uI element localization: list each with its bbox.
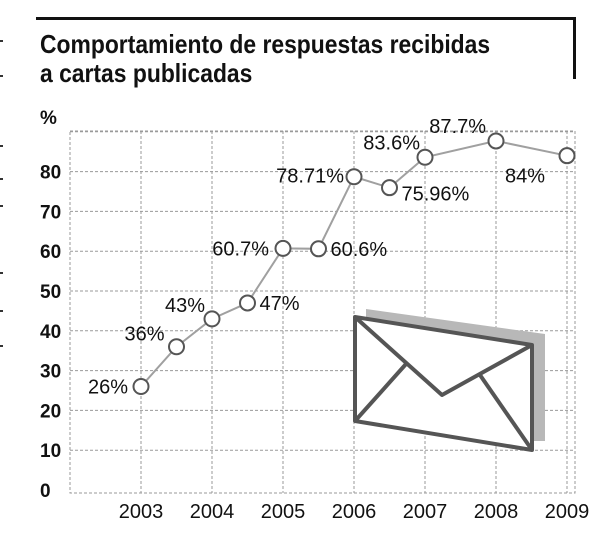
plot-border: [69, 130, 576, 494]
edge-mark: [0, 40, 3, 42]
data-label: 43%: [165, 295, 205, 317]
edge-mark: [0, 272, 3, 274]
data-point-marker: [132, 378, 150, 396]
data-point-marker: [381, 179, 398, 197]
y-tick-label: 60: [40, 242, 61, 263]
edge-mark: [0, 345, 3, 347]
y-tick-label: 20: [40, 401, 61, 422]
x-tick-label: 2004: [190, 501, 235, 523]
y-tick-label: 80: [40, 163, 61, 184]
x-tick-label: 2006: [332, 501, 377, 523]
data-point-marker: [239, 294, 256, 312]
series-line: [132, 132, 576, 396]
x-tick-label: 2005: [261, 501, 306, 523]
data-point-marker: [345, 168, 363, 186]
edge-mark: [0, 205, 3, 207]
data-point-marker: [203, 310, 221, 328]
y-tick-label: 10: [40, 441, 61, 462]
chart-title-line-2: a cartas publicadas: [40, 58, 253, 88]
data-label: 87.7%: [429, 116, 486, 138]
chart-title-line-1: Comportamiento de respuestas recibidas: [40, 29, 491, 59]
x-tick-label: 2009: [545, 501, 590, 523]
x-tick-label: 2008: [474, 501, 519, 523]
data-point-marker: [558, 147, 576, 165]
chart-title: Comportamiento de respuestas recibidas a…: [40, 30, 502, 88]
data-point-marker: [416, 148, 434, 166]
edge-mark: [0, 310, 3, 312]
y-axis-unit-label: %: [40, 108, 57, 129]
y-tick-label: 40: [40, 322, 61, 343]
envelope-icon: [353, 309, 545, 452]
envelope-flap: [353, 315, 533, 397]
data-point-marker: [310, 240, 327, 258]
data-label: 60.6%: [331, 239, 388, 261]
edge-mark: [0, 178, 3, 180]
data-label: 83.6%: [363, 132, 420, 154]
data-point-marker: [274, 239, 292, 257]
data-label: 78.71%: [276, 166, 344, 188]
y-tick-label: 50: [40, 282, 61, 303]
data-label: 60.7%: [212, 238, 269, 260]
data-label: 47%: [260, 293, 300, 315]
x-tick-label: 2007: [403, 501, 448, 523]
data-point-marker: [487, 132, 505, 150]
data-label: 75.96%: [402, 184, 470, 206]
data-labels: 26% 36%43% 47% 60.7% 60.6% 78.71% 75.96% 83.6% 8…: [88, 116, 545, 399]
y-tick-label: 30: [40, 362, 61, 383]
data-point-marker: [168, 338, 185, 356]
edge-mark: [0, 145, 3, 147]
y-tick-label: 70: [40, 202, 61, 223]
y-tick-label: 0: [40, 481, 51, 502]
envelope-fold-left: [353, 362, 408, 423]
chart-axes: % 0 10 20 30 40 50 60 70 80 2003 2004 2005 2006 2007 20…: [40, 108, 589, 523]
frame-right-border: [573, 17, 576, 79]
envelope-fold-right: [478, 373, 534, 452]
x-tick-label: 2003: [119, 501, 164, 523]
data-label: 36%: [124, 324, 164, 346]
edge-mark: [0, 75, 3, 77]
data-label: 26%: [88, 377, 128, 399]
frame-top-border: [36, 17, 576, 20]
data-label: 84%: [505, 166, 545, 188]
